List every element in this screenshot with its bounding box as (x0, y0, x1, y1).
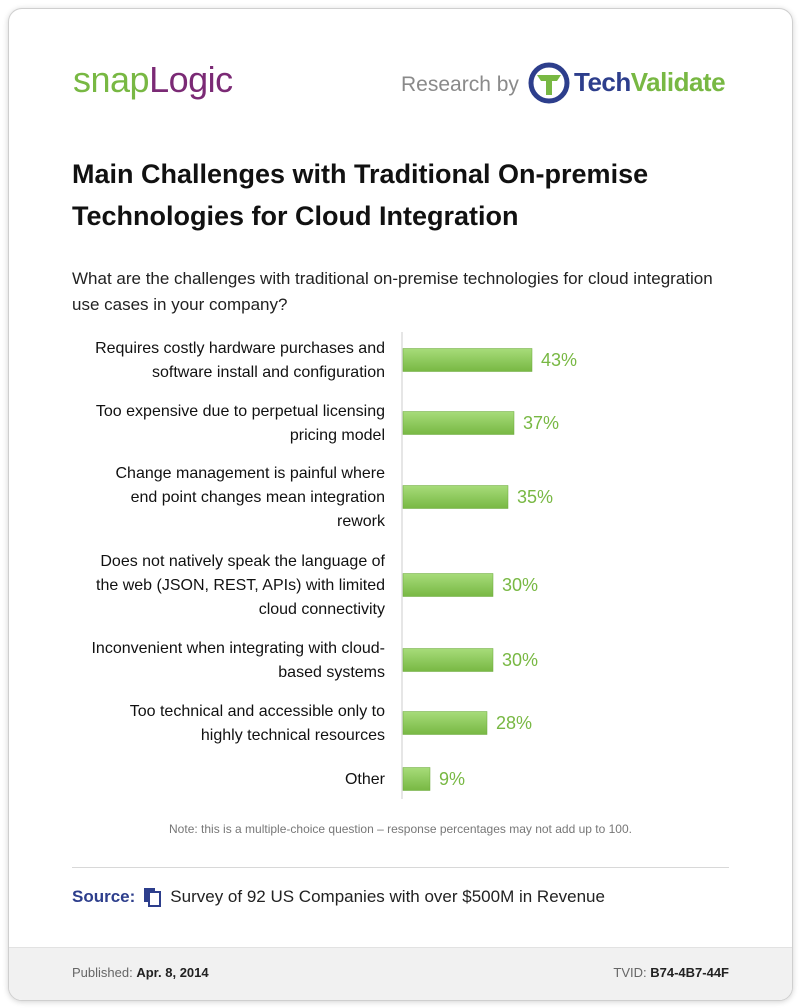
snaplogic-logo-snap: snap (73, 59, 150, 100)
category-label-3-line-2: end point changes mean integration (131, 489, 385, 506)
category-label-4-line-2: the web (JSON, REST, APIs) with limited (96, 577, 385, 594)
value-label-3: 35% (517, 487, 553, 507)
category-label-1-line-1: Requires costly hardware purchases and (95, 340, 385, 357)
footer: Published: Apr. 8, 2014 TVID: B74-4B7-44… (9, 947, 792, 1000)
document-icon (144, 888, 162, 907)
category-label-1-line-2: software install and configuration (152, 364, 385, 381)
category-label-5-line-2: based systems (278, 664, 385, 681)
category-label-3-line-3: rework (337, 513, 386, 530)
bar-6 (402, 711, 488, 735)
value-label-1: 43% (541, 350, 577, 370)
source-text: Survey of 92 US Companies with over $500… (170, 887, 605, 906)
published-info: Published: Apr. 8, 2014 (72, 965, 209, 980)
techvalidate-logo: TechValidate (574, 67, 726, 98)
value-label-4: 30% (502, 575, 538, 595)
research-by-label: Research by (401, 73, 519, 96)
footnote: Note: this is a multiple-choice question… (169, 822, 632, 836)
category-label-3-line-1: Change management is painful where (116, 465, 386, 482)
published-label: Published: (72, 965, 133, 980)
snaplogic-logo: snapLogic (73, 59, 233, 101)
snaplogic-logo-logic: Logic (149, 59, 233, 100)
bar-1 (402, 348, 533, 372)
infographic-card: snapLogic Research by TechValidate Main … (8, 8, 793, 1001)
tvid-info: TVID: B74-4B7-44F (613, 965, 729, 980)
survey-question: What are the challenges with traditional… (72, 269, 713, 314)
divider (72, 867, 729, 868)
bar-5 (402, 648, 494, 672)
category-label-5-line-1: Inconvenient when integrating with cloud… (91, 640, 385, 657)
chart-title: Main Challenges with Traditional On-prem… (72, 159, 649, 231)
techvalidate-logo-icon (528, 62, 570, 104)
techvalidate-logo-tech: Tech (574, 67, 631, 97)
category-label-4-line-1: Does not natively speak the language of (100, 553, 385, 570)
value-label-7: 9% (439, 769, 465, 789)
tvid-value: B74-4B7-44F (650, 965, 729, 980)
category-label-2-line-2: pricing model (290, 427, 385, 444)
bar-4 (402, 573, 494, 597)
published-date: Apr. 8, 2014 (136, 965, 209, 980)
category-label-7-line-1: Other (345, 771, 386, 788)
category-label-6-line-1: Too technical and accessible only to (130, 703, 385, 720)
category-label-4-line-3: cloud connectivity (259, 601, 385, 618)
bar-chart: 43% Requires costly hardware purchases an… (91, 332, 577, 799)
value-label-2: 37% (523, 413, 559, 433)
value-label-5: 30% (502, 650, 538, 670)
value-label-6: 28% (496, 713, 532, 733)
category-label-6-line-2: highly technical resources (201, 727, 385, 744)
techvalidate-logo-validate: Validate (630, 67, 726, 97)
bar-3 (402, 485, 509, 509)
source-line: Source: Survey of 92 US Companies with o… (72, 887, 605, 907)
bar-2 (402, 411, 515, 435)
source-label: Source: (72, 887, 136, 906)
category-label-2-line-1: Too expensive due to perpetual licensing (96, 403, 385, 420)
tvid-label: TVID: (613, 965, 647, 980)
bar-7 (402, 767, 431, 791)
